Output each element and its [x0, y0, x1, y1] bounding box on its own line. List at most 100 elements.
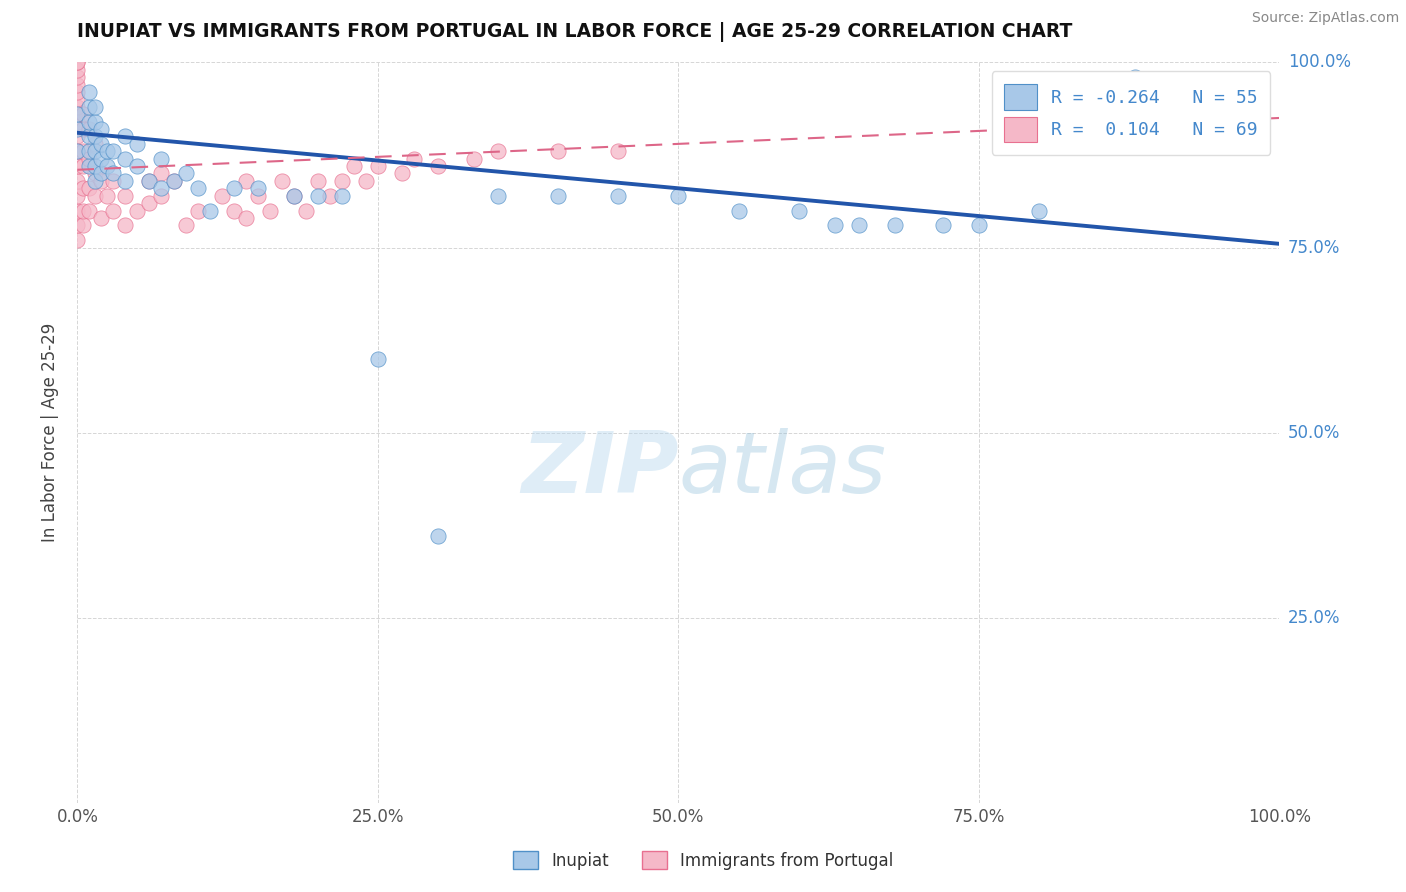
- Point: [79, 203, 101, 218]
- Point: [79, 181, 101, 195]
- Point: [198, 203, 221, 218]
- Text: Source: ZipAtlas.com: Source: ZipAtlas.com: [1251, 11, 1399, 25]
- Point: [307, 188, 329, 202]
- Point: [307, 174, 329, 188]
- Point: [607, 188, 630, 202]
- Point: [186, 181, 209, 195]
- Point: [150, 188, 173, 202]
- Point: [90, 136, 112, 151]
- Point: [343, 159, 366, 173]
- Point: [150, 181, 173, 195]
- Point: [402, 152, 425, 166]
- Point: [90, 152, 112, 166]
- Point: [90, 166, 112, 180]
- Point: [66, 55, 89, 70]
- Point: [79, 145, 101, 159]
- Point: [162, 174, 184, 188]
- Point: [486, 188, 509, 202]
- Point: [235, 174, 257, 188]
- Point: [66, 219, 89, 233]
- Point: [96, 188, 118, 202]
- Point: [127, 203, 149, 218]
- Point: [79, 129, 101, 144]
- Point: [547, 145, 569, 159]
- Point: [1028, 203, 1050, 218]
- Point: [72, 145, 94, 159]
- Point: [66, 100, 89, 114]
- Point: [79, 122, 101, 136]
- Point: [66, 93, 89, 107]
- Point: [211, 188, 233, 202]
- Point: [66, 62, 89, 77]
- Text: 50.0%: 50.0%: [1288, 424, 1340, 442]
- Point: [84, 159, 107, 173]
- Point: [72, 122, 94, 136]
- Text: atlas: atlas: [679, 428, 886, 511]
- Point: [72, 181, 94, 195]
- Point: [246, 188, 269, 202]
- Point: [174, 166, 197, 180]
- Point: [235, 211, 257, 225]
- Point: [72, 219, 94, 233]
- Text: INUPIAT VS IMMIGRANTS FROM PORTUGAL IN LABOR FORCE | AGE 25-29 CORRELATION CHART: INUPIAT VS IMMIGRANTS FROM PORTUGAL IN L…: [77, 22, 1073, 42]
- Point: [66, 145, 89, 159]
- Point: [1123, 70, 1146, 85]
- Point: [103, 174, 125, 188]
- Point: [84, 188, 107, 202]
- Point: [138, 174, 160, 188]
- Point: [283, 188, 305, 202]
- Point: [150, 152, 173, 166]
- Point: [270, 174, 292, 188]
- Point: [354, 174, 377, 188]
- Point: [90, 174, 112, 188]
- Point: [150, 166, 173, 180]
- Point: [96, 145, 118, 159]
- Text: 100.0%: 100.0%: [1288, 54, 1351, 71]
- Point: [114, 188, 136, 202]
- Point: [79, 152, 101, 166]
- Point: [138, 174, 160, 188]
- Legend: Inupiat, Immigrants from Portugal: Inupiat, Immigrants from Portugal: [506, 845, 900, 877]
- Y-axis label: In Labor Force | Age 25-29: In Labor Force | Age 25-29: [41, 323, 59, 542]
- Point: [66, 122, 89, 136]
- Point: [283, 188, 305, 202]
- Point: [103, 203, 125, 218]
- Point: [103, 166, 125, 180]
- Point: [967, 219, 990, 233]
- Point: [84, 174, 107, 188]
- Point: [66, 85, 89, 99]
- Point: [138, 196, 160, 211]
- Point: [66, 145, 89, 159]
- Point: [319, 188, 342, 202]
- Point: [330, 188, 353, 202]
- Point: [79, 159, 101, 173]
- Point: [174, 219, 197, 233]
- Point: [84, 136, 107, 151]
- Point: [66, 159, 89, 173]
- Point: [66, 174, 89, 188]
- Point: [66, 55, 89, 70]
- Point: [294, 203, 316, 218]
- Point: [84, 166, 107, 180]
- Point: [114, 219, 136, 233]
- Point: [127, 136, 149, 151]
- Point: [84, 100, 107, 114]
- Point: [186, 203, 209, 218]
- Point: [66, 107, 89, 121]
- Point: [84, 114, 107, 128]
- Point: [66, 70, 89, 85]
- Point: [607, 145, 630, 159]
- Text: ZIP: ZIP: [520, 428, 679, 511]
- Point: [486, 145, 509, 159]
- Point: [330, 174, 353, 188]
- Point: [84, 129, 107, 144]
- Point: [66, 78, 89, 92]
- Point: [90, 211, 112, 225]
- Point: [72, 107, 94, 121]
- Point: [72, 159, 94, 173]
- Point: [367, 351, 389, 366]
- Point: [727, 203, 749, 218]
- Point: [162, 174, 184, 188]
- Legend: R = -0.264   N = 55, R =  0.104   N = 69: R = -0.264 N = 55, R = 0.104 N = 69: [991, 71, 1271, 155]
- Point: [103, 145, 125, 159]
